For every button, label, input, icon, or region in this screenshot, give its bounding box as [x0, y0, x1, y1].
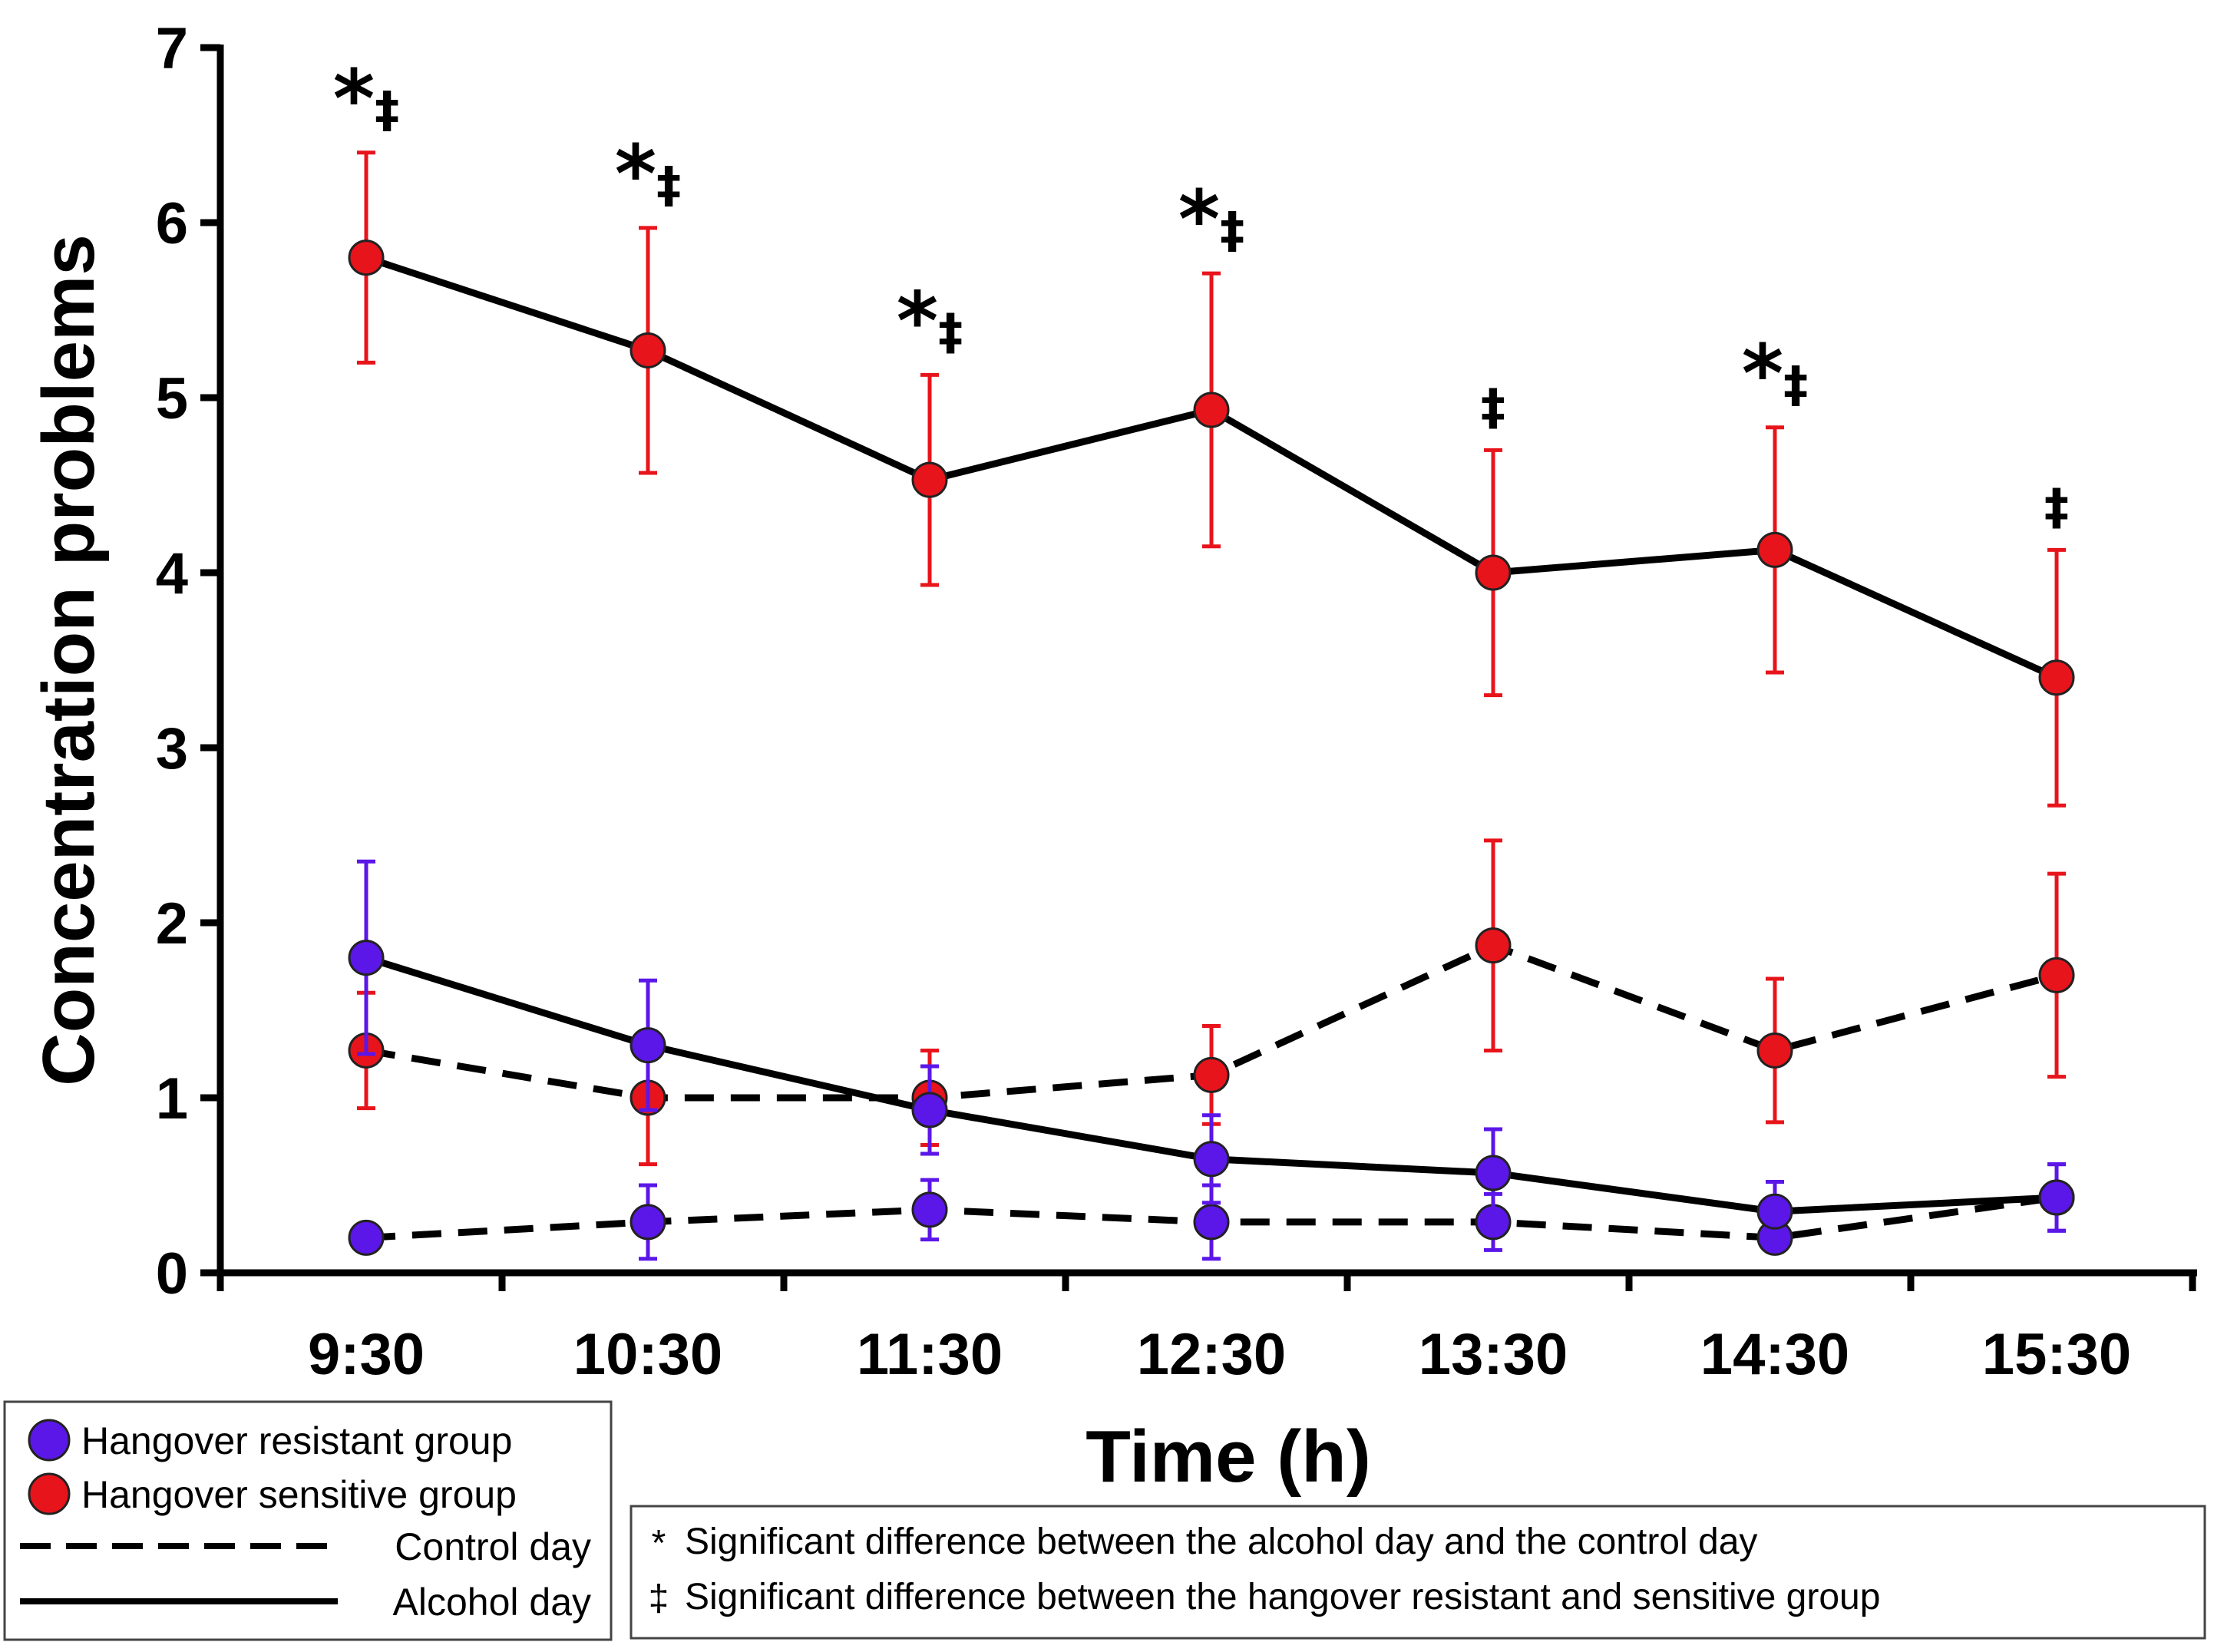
x-tick-label: 10:30 — [573, 1322, 722, 1387]
data-point — [1756, 1193, 1793, 1230]
data-point — [348, 940, 385, 976]
legend-label: Hangover sensitive group — [81, 1473, 517, 1516]
legend-marker — [28, 1419, 71, 1462]
y-tick-label: 1 — [156, 1066, 188, 1132]
points-hangover-resistant-group-alcohol-day — [348, 859, 2075, 1244]
series-layer — [348, 150, 2075, 1261]
note-symbol: ‡ — [649, 1578, 669, 1619]
double-dagger-symbol: ‡ — [938, 304, 963, 361]
note-text: Significant difference between the hango… — [685, 1577, 1880, 1617]
legend-marker — [28, 1472, 71, 1515]
double-dagger-symbol: ‡ — [1783, 357, 1808, 414]
data-point — [1475, 927, 1512, 964]
double-dagger-symbol: ‡ — [1220, 203, 1244, 259]
data-point — [1193, 1056, 1230, 1093]
legend-label: Control day — [395, 1525, 591, 1568]
data-point — [1193, 392, 1230, 428]
x-tick-label: 14:30 — [1700, 1322, 1849, 1387]
significance-label: *‡ — [1742, 327, 1808, 421]
data-point — [348, 240, 385, 276]
legend-label: Alcohol day — [393, 1581, 592, 1624]
data-point — [1193, 1141, 1230, 1178]
significance-label: ‡ — [1481, 379, 1505, 436]
data-point — [2038, 957, 2075, 993]
double-dagger-symbol: ‡ — [656, 157, 681, 214]
y-tick-label: 0 — [156, 1241, 188, 1307]
double-dagger-symbol: ‡ — [375, 82, 399, 139]
asterisk-symbol: * — [333, 52, 375, 146]
data-point — [1193, 1204, 1230, 1241]
asterisk-symbol: * — [897, 274, 938, 368]
x-tick-label: 12:30 — [1137, 1322, 1286, 1387]
significance-label: *‡ — [615, 127, 681, 221]
y-tick-label: 5 — [156, 366, 188, 431]
significance-label: *‡ — [1178, 173, 1244, 266]
significance-notes: * Significant difference between the alco… — [630, 1505, 2206, 1640]
y-tick-label: 6 — [156, 191, 188, 256]
data-point — [1475, 554, 1512, 591]
data-point — [630, 332, 666, 368]
points-hangover-resistant-group-control-day — [348, 1162, 2075, 1261]
asterisk-symbol: * — [1742, 327, 1783, 421]
data-point — [2038, 659, 2075, 696]
significance-label: *‡ — [333, 52, 399, 146]
axes-layer: 0 1 2 3 4 5 6 7 9:30 10:30 11:30 12:30 13:30 14:30 15:… — [28, 16, 2197, 1498]
significance-label: *‡ — [897, 274, 963, 368]
significance-label: ‡ — [2044, 479, 2069, 536]
x-tick-label: 15:30 — [1982, 1322, 2131, 1387]
x-tick-label: 9:30 — [308, 1322, 425, 1387]
data-point — [2038, 1179, 2075, 1216]
data-point — [911, 1191, 948, 1228]
note-text: Significant difference between the alcoh… — [685, 1521, 1757, 1562]
note-symbol: * — [652, 1523, 666, 1564]
double-dagger-symbol: ‡ — [1481, 379, 1505, 436]
y-tick-label: 2 — [156, 891, 188, 957]
data-point — [1756, 1032, 1793, 1069]
y-tick-label: 4 — [156, 541, 188, 606]
data-point — [911, 1092, 948, 1128]
data-point — [1756, 531, 1793, 568]
data-point — [630, 1027, 666, 1064]
asterisk-symbol: * — [1178, 173, 1220, 266]
notes-box — [630, 1505, 2206, 1640]
legend-label: Hangover resistant group — [81, 1419, 512, 1462]
double-dagger-symbol: ‡ — [2044, 479, 2069, 536]
y-axis-title: Concentration problems — [28, 234, 110, 1085]
data-point — [348, 1219, 385, 1256]
y-tick-label: 3 — [156, 716, 188, 781]
significance-annotations: *‡*‡*‡*‡‡ *‡‡ — [333, 52, 2069, 537]
y-tick-label: 7 — [156, 16, 188, 81]
points-hangover-sensitive-group-alcohol-day — [348, 150, 2075, 808]
data-point — [630, 1204, 666, 1241]
data-point — [1475, 1155, 1512, 1191]
asterisk-symbol: * — [615, 127, 656, 221]
legend: Hangover resistant group Hangover sensiti… — [3, 1400, 613, 1641]
data-point — [911, 461, 948, 498]
x-axis-title: Time (h) — [1086, 1416, 1371, 1498]
x-tick-label: 13:30 — [1419, 1322, 1568, 1387]
x-tick-label: 11:30 — [857, 1322, 1003, 1387]
